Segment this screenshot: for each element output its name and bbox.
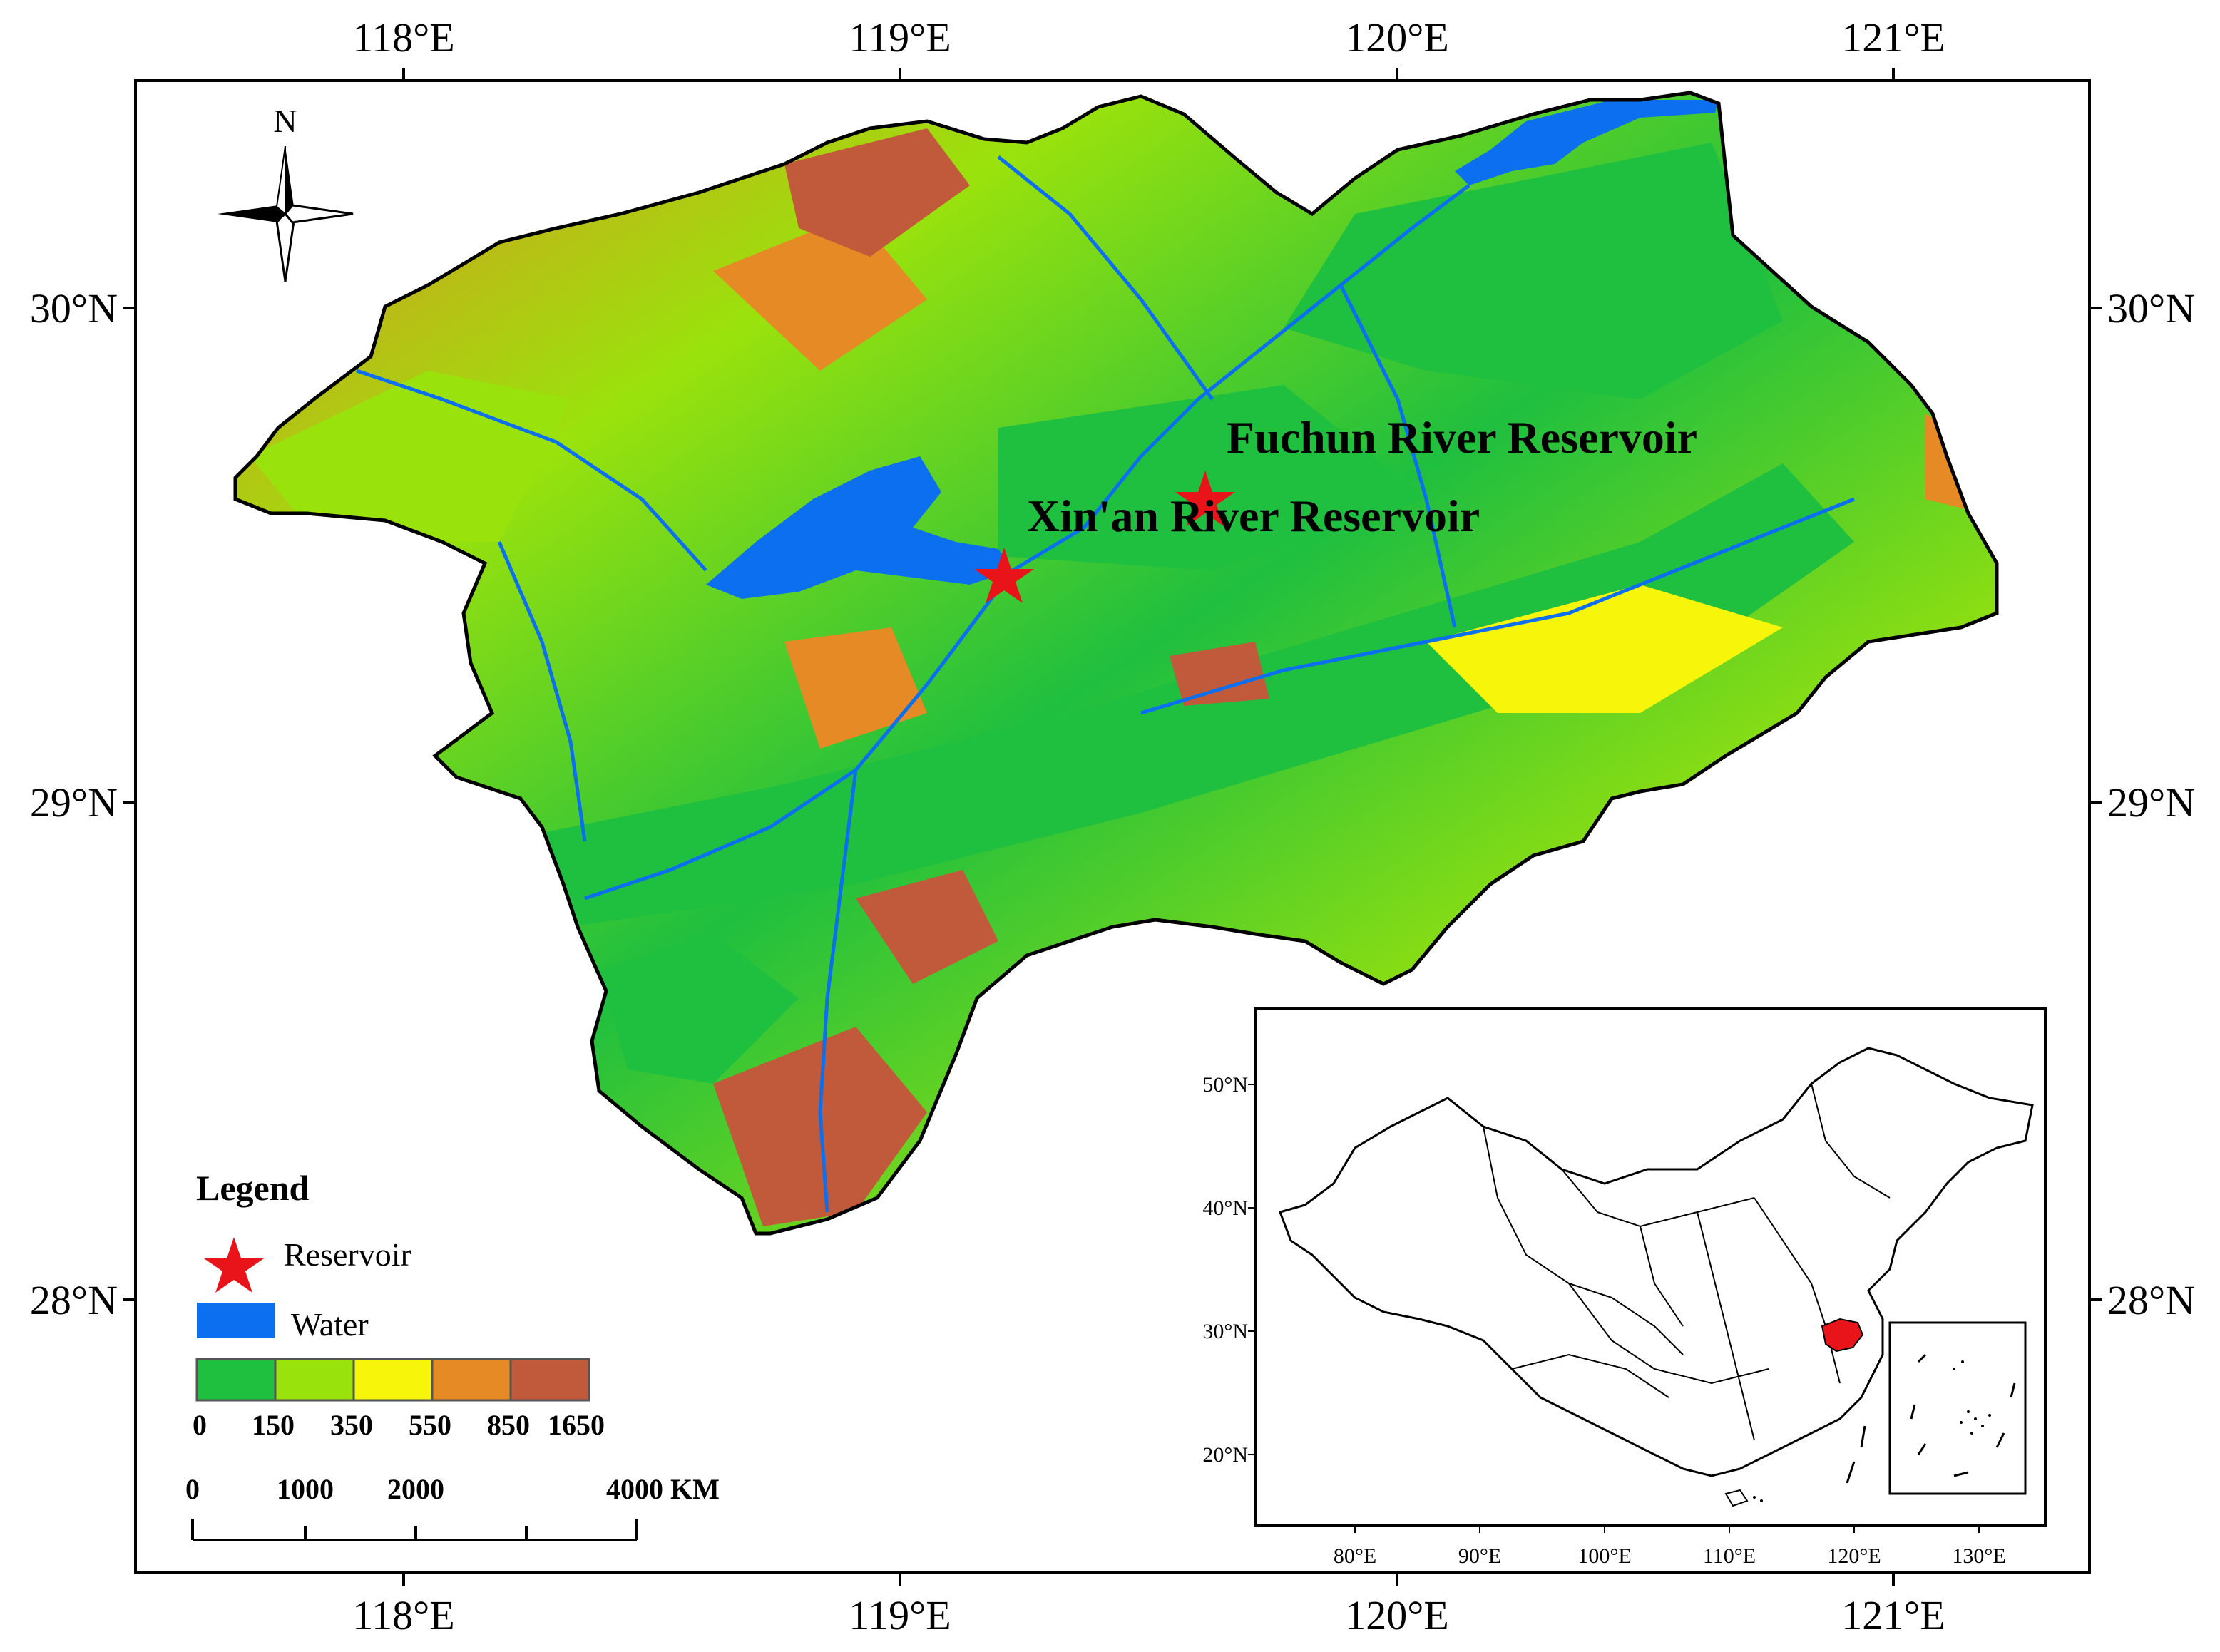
elevation-colorbar — [195, 1358, 590, 1402]
reservoir-label-fuchun: Fuchun River Reservoir — [1227, 412, 1697, 463]
left-lat-label: 30°N — [30, 285, 118, 332]
legend-title: Legend — [196, 1168, 310, 1208]
elevation-tick: 150 — [252, 1409, 295, 1441]
class-swatch-4 — [431, 1358, 512, 1402]
north-label: N — [273, 103, 297, 139]
basin-boundary — [233, 91, 1999, 1236]
inset-lat-label: 40°N — [1202, 1196, 1248, 1220]
class-swatch-2 — [274, 1358, 355, 1402]
inset-basin-highlight — [1821, 1318, 1864, 1353]
legend-water-label: Water — [291, 1306, 369, 1343]
legend-reservoir-label: Reservoir — [284, 1236, 411, 1273]
north-arrow-icon: N — [218, 103, 354, 282]
left-latitude-ticks: 30°N 29°N 28°N — [30, 285, 135, 1323]
inset-lat-label: 20°N — [1202, 1443, 1248, 1467]
top-lon-label: 118°E — [352, 14, 454, 61]
elevation-tick: 550 — [409, 1409, 451, 1441]
elevation-tick: 350 — [330, 1409, 373, 1441]
bottom-lon-label: 120°E — [1345, 1592, 1449, 1638]
inset-lon-label: 110°E — [1703, 1544, 1756, 1568]
scale-label: 4000 KM — [606, 1473, 720, 1505]
elevation-tick: 850 — [487, 1409, 530, 1441]
reservoir-marker-xinan — [974, 548, 1034, 603]
right-lat-label: 28°N — [2107, 1277, 2195, 1323]
inset-lon-label: 80°E — [1334, 1544, 1376, 1568]
south-sea-subinset — [1888, 1321, 2027, 1495]
inset-lat-label: 50°N — [1202, 1073, 1248, 1097]
top-longitude-ticks: 118°E 119°E 120°E 121°E — [352, 14, 1945, 81]
reservoir-label-xinan: Xin'an River Reservoir — [1027, 491, 1480, 541]
elevation-tick: 0 — [193, 1409, 207, 1441]
right-lat-label: 29°N — [2107, 779, 2195, 826]
left-lat-label: 28°N — [30, 1277, 118, 1323]
bottom-longitude-ticks: 118°E 119°E 120°E 121°E — [352, 1573, 1945, 1638]
left-lat-label: 29°N — [30, 779, 118, 826]
scale-label: 0 — [185, 1473, 200, 1505]
class-swatch-1 — [195, 1358, 277, 1402]
top-lon-label: 119°E — [849, 14, 951, 61]
inset-lon-label: 130°E — [1952, 1544, 2005, 1568]
scale-label: 1000 — [277, 1473, 334, 1505]
inset-lon-label: 120°E — [1827, 1544, 1881, 1568]
elevation-tick: 1650 — [548, 1409, 605, 1441]
class-swatch-5 — [509, 1358, 590, 1402]
inset-lon-label: 90°E — [1458, 1544, 1501, 1568]
right-latitude-ticks: 30°N 29°N 28°N — [2089, 285, 2195, 1323]
legend: Legend Reservoir Water 0 150 350 550 850… — [193, 1168, 605, 1441]
top-lon-label: 120°E — [1345, 14, 1449, 61]
right-lat-label: 30°N — [2107, 285, 2195, 332]
bottom-lon-label: 121°E — [1841, 1592, 1945, 1638]
legend-water-swatch — [197, 1303, 275, 1338]
scale-label: 2000 — [387, 1473, 444, 1505]
bottom-lon-label: 118°E — [352, 1592, 454, 1638]
inset-lon-label: 100°E — [1577, 1544, 1631, 1568]
inset-map: 50°N 40°N 30°N 20°N 80°E 90°E 100°E 110°… — [1202, 1007, 2047, 1568]
inset-hainan-island — [1724, 1489, 1749, 1507]
top-lon-label: 121°E — [1841, 14, 1945, 61]
bottom-lon-label: 119°E — [849, 1592, 951, 1638]
legend-reservoir-star-icon — [204, 1237, 264, 1293]
class-swatch-3 — [352, 1358, 434, 1402]
inset-lat-label: 30°N — [1202, 1320, 1248, 1343]
scale-bar: 0 1000 2000 4000 KM — [185, 1473, 720, 1541]
map-frame — [134, 79, 2091, 1574]
reservoir-marker-fuchun — [1175, 471, 1235, 526]
